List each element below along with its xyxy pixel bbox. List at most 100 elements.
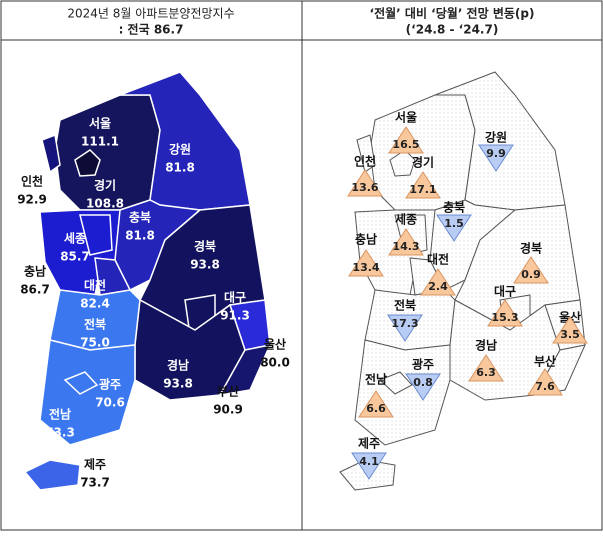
region-shape xyxy=(379,371,413,395)
change-value: 17.1 xyxy=(409,183,436,196)
region-name: 광주 xyxy=(412,357,434,372)
region-name: 경기 xyxy=(94,178,116,193)
region-shape xyxy=(41,133,61,174)
left-map xyxy=(23,71,272,491)
up-triangle xyxy=(388,228,424,256)
region-name: 서울 xyxy=(395,110,417,125)
region-shape xyxy=(218,343,272,396)
region-name: 경남 xyxy=(167,358,189,373)
region-name: 전북 xyxy=(394,298,416,313)
down-triangle xyxy=(436,214,472,242)
region-value: 108.8 xyxy=(86,197,124,211)
down-triangle xyxy=(405,373,441,401)
change-value: 2.4 xyxy=(428,280,448,293)
region-shape xyxy=(23,459,81,491)
region-value: 81.8 xyxy=(125,229,155,243)
up-triangle xyxy=(348,249,384,277)
region-name: 세종 xyxy=(64,231,86,246)
region-name: 충남 xyxy=(24,264,46,279)
change-value: 6.6 xyxy=(366,402,386,415)
right-subtitle: (‘24.8 - ‘24.7) xyxy=(406,23,499,37)
region-value: 85.7 xyxy=(60,250,90,264)
region-name: 부산 xyxy=(534,354,556,369)
up-triangle xyxy=(420,268,456,296)
region-name: 부산 xyxy=(217,384,239,399)
change-value: 13.6 xyxy=(351,181,378,194)
region-name: 충북 xyxy=(443,200,465,215)
up-triangle xyxy=(513,256,549,284)
left-title: 2024년 8월 아파트분양전망지수 xyxy=(67,7,234,21)
region-name: 세종 xyxy=(395,212,417,227)
region-value: 92.9 xyxy=(17,193,47,207)
region-name: 경남 xyxy=(475,338,497,353)
region-value: 90.9 xyxy=(213,403,243,417)
region-name: 충북 xyxy=(129,210,151,225)
region-value: 93.8 xyxy=(190,258,220,272)
region-value: 75.0 xyxy=(80,336,110,350)
up-triangle xyxy=(347,169,383,197)
region-name: 경북 xyxy=(194,240,216,254)
change-value: 15.3 xyxy=(491,311,518,324)
change-value: 17.3 xyxy=(391,317,418,330)
region-name: 대구 xyxy=(224,291,246,305)
region-value: 81.8 xyxy=(165,161,195,175)
region-name: 경기 xyxy=(412,155,434,170)
region-value: 80.0 xyxy=(260,356,290,370)
region-name: 서울 xyxy=(89,116,111,131)
change-value: 4.1 xyxy=(359,455,379,468)
region-value: 93.8 xyxy=(163,377,193,391)
region-value: 91.3 xyxy=(220,309,250,323)
up-triangle xyxy=(552,316,588,344)
labels: 서울 111.1 인천 92.9 경기 108.8 강원 81.8 충북 81.8 세종 85.7 충남… xyxy=(17,110,588,490)
up-triangle xyxy=(388,126,424,154)
region-name: 전북 xyxy=(84,317,106,332)
down-triangle xyxy=(387,314,423,342)
region-name: 강원 xyxy=(485,131,507,145)
left-subtitle: : 전국 86.7 xyxy=(119,22,184,37)
region-value: 73.3 xyxy=(45,426,75,440)
change-value: 0.8 xyxy=(413,376,433,389)
region-shape xyxy=(79,214,113,256)
change-value: 7.6 xyxy=(535,380,555,393)
change-value: 16.5 xyxy=(392,138,419,151)
region-name: 광주 xyxy=(99,377,121,392)
region-shape xyxy=(354,339,451,446)
up-triangle xyxy=(358,390,394,418)
region-value: 111.1 xyxy=(81,135,119,149)
region-shape xyxy=(39,339,136,446)
down-triangle xyxy=(351,452,387,480)
change-value: 14.3 xyxy=(392,240,419,253)
region-value: 73.7 xyxy=(80,476,110,490)
right-map xyxy=(339,71,586,491)
region-shape xyxy=(54,94,161,211)
region-name: 인천 xyxy=(21,174,43,189)
region-value: 82.4 xyxy=(80,297,110,311)
change-value: 9.9 xyxy=(486,147,506,160)
region-name: 전남 xyxy=(365,372,387,387)
change-value: 0.9 xyxy=(521,268,541,281)
region-name: 인천 xyxy=(354,154,376,169)
up-triangle xyxy=(468,354,504,382)
region-name: 제주 xyxy=(84,458,106,472)
region-name: 울산 xyxy=(264,337,286,352)
up-triangle xyxy=(527,368,563,396)
region-name: 경북 xyxy=(520,242,542,256)
region-name: 대전 xyxy=(427,252,449,267)
region-value: 86.7 xyxy=(20,283,50,297)
region-name: 충남 xyxy=(355,232,377,247)
region-value: 70.6 xyxy=(95,396,125,410)
region-name: 대전 xyxy=(84,278,106,293)
change-value: 13.4 xyxy=(352,261,379,274)
region-name: 강원 xyxy=(169,143,191,157)
region-shape xyxy=(74,149,101,177)
down-triangle xyxy=(478,144,514,172)
region-shape xyxy=(356,134,376,173)
change-value: 3.5 xyxy=(560,328,580,341)
region-shape xyxy=(63,371,99,395)
region-name: 전남 xyxy=(49,407,71,422)
up-triangle xyxy=(487,299,523,327)
region-name: 제주 xyxy=(358,437,380,451)
up-triangle xyxy=(405,171,441,199)
